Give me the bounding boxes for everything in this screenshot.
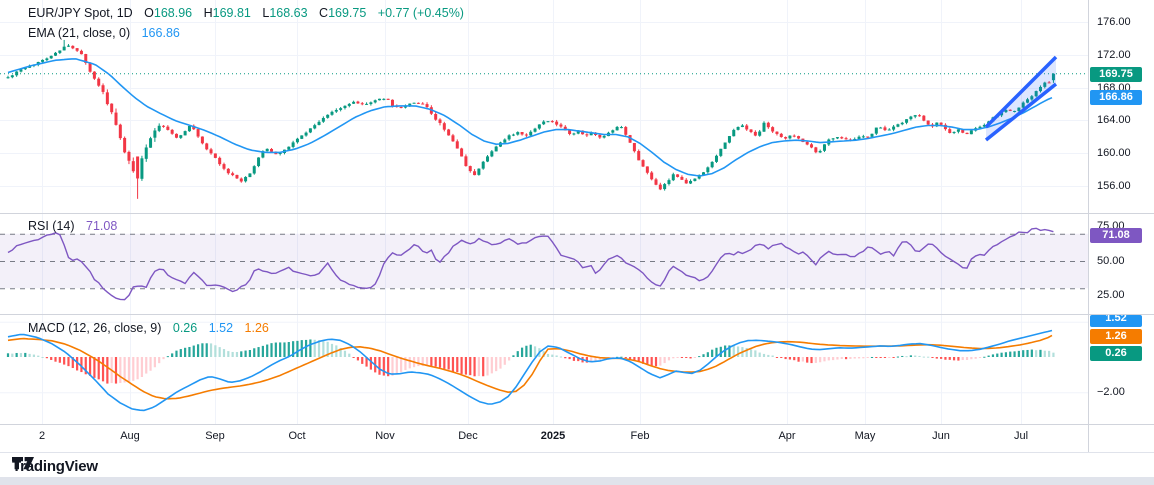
price-panel[interactable] — [0, 39, 1088, 199]
low-pair: L168.63 — [262, 6, 307, 20]
rsi-label: RSI (14) — [28, 219, 75, 233]
symbol-title: EUR/JPY Spot, 1D — [28, 6, 133, 20]
rsi-tick-label: 25.00 — [1097, 289, 1125, 301]
time-axis-label: Oct — [288, 430, 306, 442]
rsi-tick-label: 50.00 — [1097, 255, 1125, 267]
time-axis-label: Aug — [120, 430, 140, 442]
rsi-panel[interactable] — [0, 227, 1088, 301]
ema-label: EMA (21, close, 0) — [28, 26, 131, 40]
time-axis-label: May — [854, 430, 876, 442]
price-tick-label: 160.00 — [1097, 147, 1131, 159]
macd-main-line — [7, 329, 1053, 412]
tradingview-logo-text: TradingView — [12, 457, 98, 475]
macd-hist-value: 0.26 — [172, 321, 198, 335]
ema-line — [7, 58, 1053, 177]
close-label: C — [319, 6, 329, 20]
macd-axis-badge: 1.26 — [1090, 328, 1142, 344]
close-value: 169.75 — [328, 6, 367, 20]
price-tick-label: 164.00 — [1097, 114, 1131, 126]
bottom-scroll-strip — [0, 477, 1154, 485]
time-axis-label: Feb — [630, 430, 650, 442]
time-axis[interactable]: 2 Aug Sep Oct Nov Dec 2025 Feb Apr May Jun Jul — [0, 424, 1088, 452]
time-axis-label: 2 — [38, 430, 46, 442]
price-axis-badge: 166.86 — [1090, 89, 1142, 105]
rsi-legend[interactable]: RSI (14) 71.08 — [28, 219, 117, 233]
macd-label: MACD (12, 26, close, 9) — [28, 321, 162, 335]
grid-lines — [0, 0, 1088, 424]
tradingview-logo-icon — [12, 457, 34, 470]
trend-channel-lower-line[interactable] — [984, 82, 1058, 142]
price-axis-column[interactable]: 176.00 172.00 168.00 164.00 160.00 156.00 75.0… — [1088, 0, 1154, 452]
tradingview-logo[interactable]: TradingView — [12, 455, 98, 477]
price-axis-badge: 169.75 — [1090, 66, 1142, 82]
open-label: O — [144, 6, 154, 20]
price-tick-label: 176.00 — [1097, 16, 1131, 28]
panel-separators — [0, 0, 1154, 453]
macd-panel[interactable] — [6, 329, 1055, 412]
main-series-legend[interactable]: EUR/JPY Spot, 1D O168.96 H169.81 L168.63… — [28, 6, 464, 20]
price-tick-label: 172.00 — [1097, 49, 1131, 61]
time-axis-label: Sep — [205, 430, 225, 442]
rsi-axis-badge: 71.08 — [1090, 227, 1142, 243]
macd-line-value: 1.52 — [208, 321, 234, 335]
change-value: +0.77 (+0.45%) — [377, 6, 464, 20]
candles-series — [6, 39, 1055, 199]
price-tick-label: 156.00 — [1097, 180, 1131, 192]
open-value: 168.96 — [153, 6, 193, 20]
time-axis-label: Dec — [458, 430, 478, 442]
time-axis-label: Apr — [778, 430, 796, 442]
time-axis-label: Jul — [1013, 430, 1029, 442]
ema-value: 166.86 — [141, 26, 180, 40]
high-pair: H169.81 — [204, 6, 251, 20]
ema-legend[interactable]: EMA (21, close, 0) 166.86 — [28, 26, 180, 40]
macd-axis-badge: 1.52 — [1090, 315, 1142, 327]
close-pair: C169.75 — [319, 6, 366, 20]
macd-axis-badge: 0.26 — [1090, 345, 1142, 361]
open-pair: O168.96 — [144, 6, 192, 20]
macd-signal-value: 1.26 — [244, 321, 269, 335]
trend-channel-upper-line[interactable] — [984, 55, 1058, 129]
macd-tick-label: −2.00 — [1097, 386, 1125, 398]
low-label: L — [262, 6, 270, 20]
low-value: 168.63 — [269, 6, 308, 20]
high-label: H — [203, 6, 213, 20]
rsi-line — [7, 227, 1054, 301]
macd-legend[interactable]: MACD (12, 26, close, 9) 0.26 1.52 1.26 — [28, 321, 269, 335]
time-axis-label: Nov — [375, 430, 395, 442]
time-axis-label: 2025 — [540, 430, 566, 442]
high-value: 169.81 — [212, 6, 251, 20]
trend-channel-fill[interactable] — [986, 57, 1056, 140]
rsi-value: 71.08 — [86, 219, 118, 233]
time-axis-label: Jun — [932, 430, 950, 442]
